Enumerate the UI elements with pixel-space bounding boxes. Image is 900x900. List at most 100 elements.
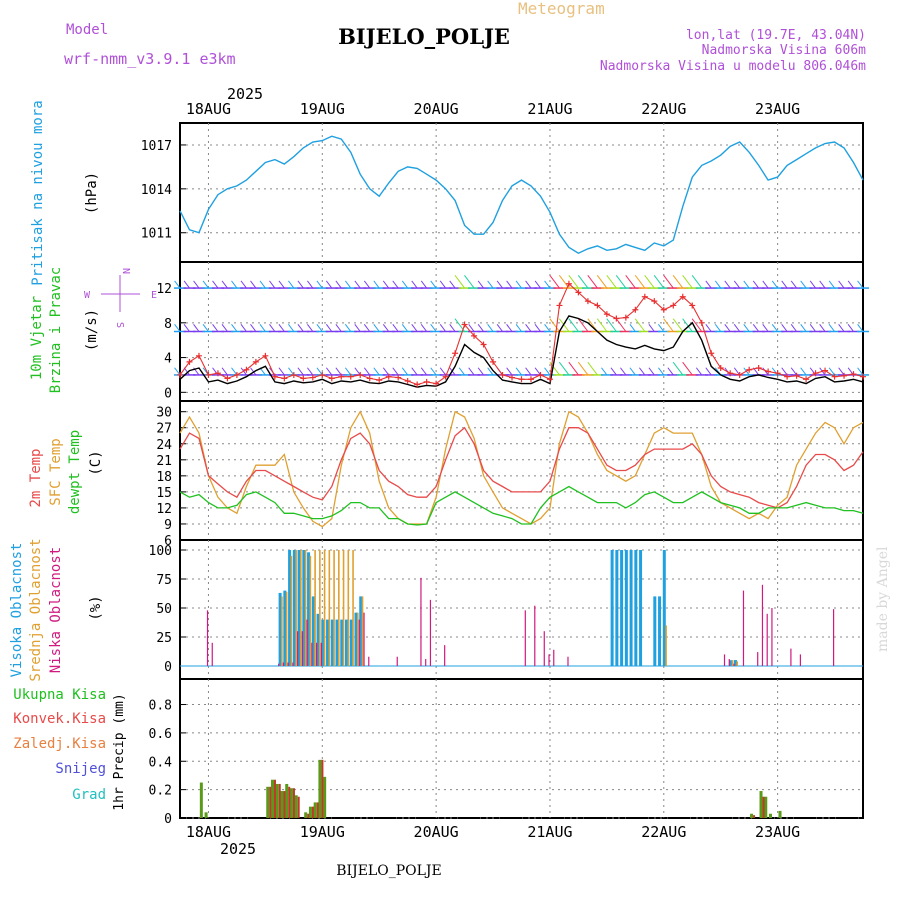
conv-precip-bar [753, 815, 756, 818]
conv-precip-bar [288, 786, 291, 818]
mid-cloud-bar [328, 550, 331, 666]
dewpoint-line [179, 485, 864, 526]
gust-marker [243, 366, 250, 373]
mid-cloud-bar [333, 550, 335, 666]
high-cloud-bar [326, 619, 330, 666]
wind-barb [743, 280, 750, 289]
gust-marker [736, 371, 743, 378]
wind-barb [449, 323, 456, 332]
high-cloud-bar [359, 596, 363, 666]
lonlat-label: lon,lat (19.7E, 43.04N) [686, 28, 866, 43]
wind-barb [682, 318, 693, 332]
wind-barb [363, 323, 371, 332]
wind-barb [363, 280, 371, 289]
wind-barb [382, 323, 390, 332]
wind-barb [648, 367, 655, 376]
high-cloud-bar [292, 550, 296, 666]
wind-barb [221, 323, 228, 332]
low-cloud-bar [799, 654, 801, 666]
pressure-line [179, 135, 864, 254]
wind-barb [644, 274, 655, 289]
conv-precip-bar [273, 779, 276, 818]
wind-barbs [174, 274, 869, 376]
wind-barb [231, 323, 238, 332]
low-cloud-bar [524, 610, 526, 666]
gust-marker [518, 376, 525, 383]
low-cloud-bar [358, 619, 360, 666]
wind-barb [653, 274, 665, 289]
wind-speed-line [179, 315, 864, 388]
wind-barb [354, 280, 361, 289]
wind-barb [615, 318, 627, 332]
wind-barb [762, 323, 769, 332]
wind-barb [695, 367, 703, 376]
day-label-top: 22AUG [641, 100, 686, 118]
temp-label-2m: 2m Temp [28, 448, 44, 507]
gust-marker [860, 373, 866, 380]
wind-barb [819, 323, 826, 332]
low-cloud-bar [368, 656, 370, 666]
wind-barb [610, 367, 617, 376]
wind-barb [307, 367, 314, 376]
elevation-label: Nadmorska Visina 606m [702, 43, 867, 58]
total-precip-bar [294, 795, 298, 818]
wind-barb [288, 280, 295, 289]
wind-barb [568, 274, 579, 289]
day-label-top: 18AUG [186, 100, 231, 118]
wind-barb [373, 280, 380, 289]
wind-barb [335, 280, 342, 289]
ytick-label: 0 [164, 386, 172, 401]
wind-barb [307, 280, 314, 289]
wind-barb [714, 280, 722, 289]
high-cloud-bar [629, 550, 633, 666]
gust-marker [746, 366, 753, 373]
gust-marker [205, 371, 212, 378]
mid-cloud-bar [323, 550, 326, 666]
wind-barb [809, 280, 816, 289]
wind-barb [193, 323, 200, 332]
cloud-label-high: Visoka Oblacnost [9, 543, 25, 678]
wind-barb [278, 323, 285, 332]
wind-barb [682, 361, 693, 376]
ytick-label: 100 [149, 544, 172, 559]
wind-barb [771, 280, 779, 289]
ytick-label: 0.8 [149, 699, 172, 714]
wind-barb [373, 367, 380, 376]
compass-s: S [114, 322, 125, 328]
wind-barb [672, 274, 684, 289]
gust-marker [177, 371, 183, 378]
cloud-unit: (%) [88, 595, 104, 620]
high-cloud-bar [354, 612, 358, 666]
wind-barb [577, 361, 589, 376]
ytick-label: 21 [156, 454, 172, 469]
low-cloud-bar [297, 631, 299, 666]
wind-barb [838, 323, 845, 332]
wind-barb [221, 280, 228, 289]
conv-precip-bar [311, 806, 314, 818]
temp-label-sfc: SFC Temp [48, 438, 64, 505]
mid-cloud-bar [290, 555, 293, 666]
wind-barb [577, 274, 589, 289]
wind-barb [439, 323, 447, 332]
panel-pressure: 1011 1014 1017 [141, 122, 864, 263]
wind-barb [733, 323, 741, 332]
gust-marker [319, 371, 326, 378]
wind-barb [558, 318, 570, 332]
wind-barb [857, 323, 864, 332]
day-label-top: 21AUG [527, 100, 572, 118]
precip-label-conv: Konvek.Kisa [13, 711, 106, 727]
wind-barb [672, 361, 684, 376]
wind-barb [392, 323, 399, 332]
wind-barb [672, 318, 684, 332]
wind-barb [259, 280, 266, 289]
low-cloud-bar [420, 577, 422, 666]
mid-cloud-bar [285, 591, 288, 666]
wind-barb [297, 280, 304, 289]
high-cloud-bar [620, 550, 624, 666]
gust-marker [480, 341, 487, 348]
panel-clouds: 0 25 50 75 100 [149, 539, 864, 680]
wind-barb [344, 280, 352, 289]
page-title: BIJELO_POLJE [338, 24, 510, 49]
high-cloud-bar [340, 619, 344, 666]
